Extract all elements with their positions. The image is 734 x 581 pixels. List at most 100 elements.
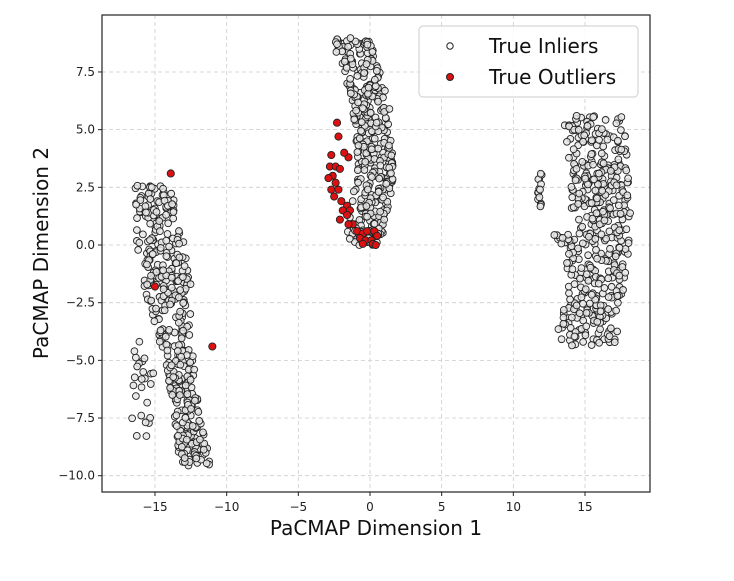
- inlier-point: [604, 293, 613, 301]
- inlier-point: [566, 323, 575, 332]
- inlier-point: [163, 346, 172, 355]
- inlier-point: [132, 353, 140, 362]
- x-tick-label: 5: [438, 500, 446, 514]
- inlier-point: [146, 195, 155, 203]
- x-tick-label: −5: [289, 500, 307, 514]
- inlier-point: [563, 259, 571, 267]
- inlier-point: [361, 157, 370, 166]
- inlier-point: [604, 274, 613, 283]
- x-tick-label: 15: [577, 500, 592, 514]
- inlier-point: [199, 428, 207, 437]
- inlier-point: [568, 265, 577, 274]
- inlier-point: [382, 179, 391, 188]
- inlier-point: [143, 398, 152, 407]
- inlier-point: [176, 307, 184, 316]
- inlier-point: [583, 122, 592, 130]
- inlier-point: [607, 282, 616, 291]
- outlier-point: [208, 342, 217, 351]
- inlier-point: [571, 176, 580, 185]
- inlier-point: [550, 231, 559, 239]
- y-axis-label: PaCMAP Dimension 2: [29, 147, 53, 359]
- inlier-point: [536, 185, 544, 194]
- inlier-point: [565, 250, 573, 258]
- inlier-point: [554, 325, 563, 333]
- inlier-point: [187, 405, 195, 413]
- inlier-point: [593, 194, 601, 203]
- inlier-point: [579, 239, 587, 248]
- inlier-point: [615, 271, 624, 280]
- inlier-point: [599, 207, 607, 216]
- inlier-point: [584, 251, 592, 260]
- inlier-point: [332, 48, 341, 56]
- inlier-point: [134, 246, 143, 254]
- inlier-point: [155, 217, 164, 225]
- inlier-point: [578, 157, 587, 166]
- inlier-point: [567, 183, 576, 191]
- inlier-point: [161, 332, 170, 341]
- inlier-point: [587, 341, 596, 349]
- inlier-point: [536, 169, 545, 178]
- inlier-point: [613, 292, 622, 300]
- inlier-point: [333, 40, 341, 49]
- inlier-point: [622, 166, 631, 175]
- inlier-point: [586, 263, 595, 272]
- inlier-point: [156, 244, 165, 252]
- outlier-point: [327, 150, 336, 160]
- inlier-point: [606, 204, 614, 213]
- inlier-point: [617, 145, 626, 154]
- inlier-point: [142, 208, 150, 217]
- inlier-point: [140, 354, 149, 363]
- outlier-point: [363, 227, 372, 236]
- outlier-point: [335, 164, 344, 173]
- inlier-point: [172, 259, 181, 268]
- inlier-point: [183, 390, 192, 398]
- inlier-point: [595, 338, 604, 347]
- inlier-point: [172, 411, 181, 420]
- inlier-point: [570, 332, 579, 341]
- inlier-point: [363, 40, 372, 49]
- inlier-point: [172, 422, 181, 430]
- inlier-point: [611, 252, 620, 261]
- y-tick-label: −7.5: [66, 411, 95, 425]
- inlier-point: [597, 125, 606, 133]
- inlier-point: [580, 131, 589, 140]
- inlier-point: [141, 418, 150, 427]
- inlier-point: [167, 283, 176, 292]
- inlier-point: [176, 286, 185, 294]
- inlier-point: [622, 225, 631, 234]
- inlier-point: [175, 227, 183, 235]
- inlier-point: [374, 144, 383, 153]
- legend-outlier-label: True Outliers: [488, 65, 616, 89]
- inlier-point: [536, 202, 545, 211]
- outlier-point: [324, 174, 333, 183]
- y-tick-label: −10.0: [58, 469, 95, 483]
- inlier-point: [146, 380, 155, 388]
- inlier-point: [128, 414, 136, 423]
- inlier-point: [156, 227, 164, 235]
- inlier-point: [176, 391, 184, 399]
- inlier-point: [364, 83, 373, 92]
- inlier-point: [155, 337, 164, 346]
- inlier-point: [590, 175, 598, 184]
- inlier-point: [357, 127, 365, 135]
- inlier-point: [604, 305, 613, 314]
- inlier-point: [606, 244, 614, 253]
- outlier-point: [358, 239, 367, 248]
- inlier-point: [353, 148, 362, 156]
- inlier-point: [371, 82, 380, 90]
- inlier-point: [572, 301, 581, 310]
- inlier-point: [165, 326, 174, 334]
- inlier-point: [597, 230, 606, 239]
- inlier-point: [348, 197, 357, 205]
- inlier-point: [355, 134, 364, 143]
- inlier-point: [626, 209, 634, 217]
- inlier-point: [559, 319, 568, 328]
- inlier-point: [195, 417, 204, 425]
- inlier-point: [575, 215, 583, 224]
- inlier-point: [176, 360, 185, 369]
- inlier-point: [146, 413, 155, 422]
- outlier-point: [166, 169, 175, 178]
- inlier-point: [575, 189, 584, 198]
- inlier-point: [587, 290, 596, 299]
- inlier-point: [135, 238, 144, 247]
